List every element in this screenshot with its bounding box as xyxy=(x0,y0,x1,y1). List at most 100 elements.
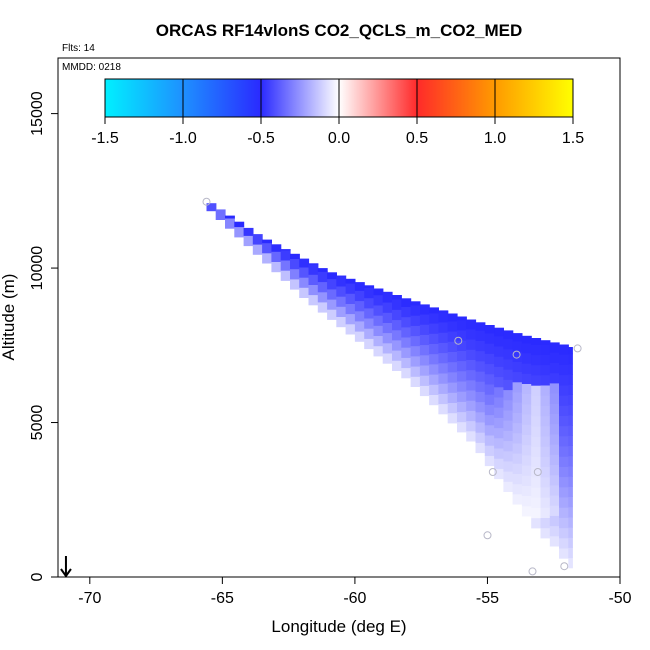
heatmap-cell xyxy=(531,374,542,386)
heatmap-cell xyxy=(475,322,486,331)
heatmap-cell xyxy=(382,291,393,303)
heatmap-cell xyxy=(401,367,412,379)
heatmap-cell xyxy=(410,366,421,377)
heatmap-cell xyxy=(503,379,514,391)
heatmap-cell xyxy=(364,328,375,339)
heatmap-cell xyxy=(373,335,384,347)
heatmap-cell xyxy=(549,444,560,455)
heatmap-cell xyxy=(466,349,477,360)
heatmap-cell xyxy=(484,332,495,344)
heatmap-cell xyxy=(382,322,393,334)
heatmap-cell xyxy=(392,319,402,331)
heatmap-cell xyxy=(290,278,300,290)
x-tick-label: -60 xyxy=(343,590,366,607)
heatmap-cell xyxy=(410,376,421,387)
heatmap-cell xyxy=(559,456,569,467)
heatmap-cell xyxy=(521,383,532,395)
heatmap-cell xyxy=(466,339,477,350)
heatmap-cell xyxy=(290,258,300,270)
heatmap-cell xyxy=(549,342,560,353)
heatmap-cell xyxy=(410,325,421,337)
heatmap-cell xyxy=(559,507,569,518)
heatmap-cell xyxy=(336,275,347,277)
heatmap-cell xyxy=(290,268,300,280)
heatmap-cell xyxy=(540,476,551,488)
heatmap-cell xyxy=(401,326,412,338)
heatmap-cell xyxy=(457,391,467,402)
heatmap-cell xyxy=(447,341,458,352)
flight-track xyxy=(202,197,582,576)
heatmap-cell xyxy=(494,327,504,337)
heatmap-cell xyxy=(475,432,486,443)
heatmap-cell xyxy=(419,344,430,356)
heatmap-cell xyxy=(559,537,569,549)
heatmap-cell xyxy=(521,434,532,446)
heatmap-cell xyxy=(392,299,402,310)
heatmap-cell xyxy=(531,354,542,366)
heatmap-cell xyxy=(429,312,439,324)
heatmap-cell xyxy=(531,415,542,427)
heatmap-cell xyxy=(503,358,514,370)
heatmap-cell xyxy=(559,547,569,559)
colorbar-tick-label: 1.0 xyxy=(484,130,506,147)
heatmap-cell xyxy=(540,517,551,529)
heatmap-cell xyxy=(419,324,430,335)
heatmap-cell xyxy=(280,249,291,261)
heatmap-cell xyxy=(438,383,449,394)
heatmap-cell xyxy=(466,400,477,411)
heatmap-cell xyxy=(299,266,310,278)
heatmap-cell xyxy=(549,454,560,465)
heatmap-cell xyxy=(308,263,319,265)
heatmap-cell xyxy=(503,420,514,431)
heatmap-cell xyxy=(457,319,467,331)
heatmap-cell xyxy=(559,415,569,427)
heatmap-cell xyxy=(540,364,551,376)
heatmap-cell xyxy=(457,411,467,423)
heatmap-cell xyxy=(503,369,514,380)
heatmap-cell xyxy=(559,435,569,447)
heatmap-cell xyxy=(531,487,542,498)
colorbar-tick-label: 0.5 xyxy=(406,130,428,147)
arrow-head xyxy=(60,568,72,578)
heatmap-cell xyxy=(457,316,467,321)
heatmap-cell xyxy=(317,301,328,313)
heatmap-cell xyxy=(457,401,467,413)
heatmap-cell xyxy=(336,316,347,328)
heatmap-cell xyxy=(531,456,542,468)
heatmap-cell xyxy=(503,338,514,350)
heatmap-cell xyxy=(447,331,458,342)
heatmap-cell xyxy=(419,313,430,325)
heatmap-cell xyxy=(475,391,486,403)
heatmap-cell xyxy=(271,251,282,262)
heatmap-cell xyxy=(466,410,477,422)
heatmap-cell xyxy=(354,300,365,312)
heatmap-cell xyxy=(549,494,560,506)
heatmap-cell xyxy=(559,496,569,508)
heatmap-cell xyxy=(494,345,504,357)
heatmap-cell xyxy=(503,409,514,421)
heatmap-cell xyxy=(521,335,532,344)
heatmap-cell xyxy=(280,270,291,281)
heatmap-cell xyxy=(521,464,532,476)
heatmap-cell xyxy=(429,333,439,344)
heatmap-cell xyxy=(336,275,347,287)
heatmap-cell xyxy=(410,304,421,316)
heatmap-cell xyxy=(512,402,523,413)
heatmap-cell xyxy=(531,507,542,519)
heatmap-cell xyxy=(531,466,542,478)
heatmap-cell xyxy=(429,343,439,355)
heatmap-cell xyxy=(438,332,449,343)
heatmap-cell xyxy=(512,483,523,495)
heatmap-cell xyxy=(549,352,560,363)
heatmap-cell xyxy=(531,425,542,437)
heatmap-cell xyxy=(336,296,347,307)
heatmap-cell xyxy=(382,342,393,354)
heatmap-cell xyxy=(484,383,495,395)
heatmap-cell xyxy=(429,323,439,334)
heatmap-cell xyxy=(392,309,402,321)
heatmap-cell xyxy=(512,391,523,403)
heatmap-cell xyxy=(559,374,569,386)
heatmap-cell xyxy=(540,354,551,366)
heatmap-cell xyxy=(234,226,245,238)
colorbar-tick-label: -0.5 xyxy=(247,130,275,147)
